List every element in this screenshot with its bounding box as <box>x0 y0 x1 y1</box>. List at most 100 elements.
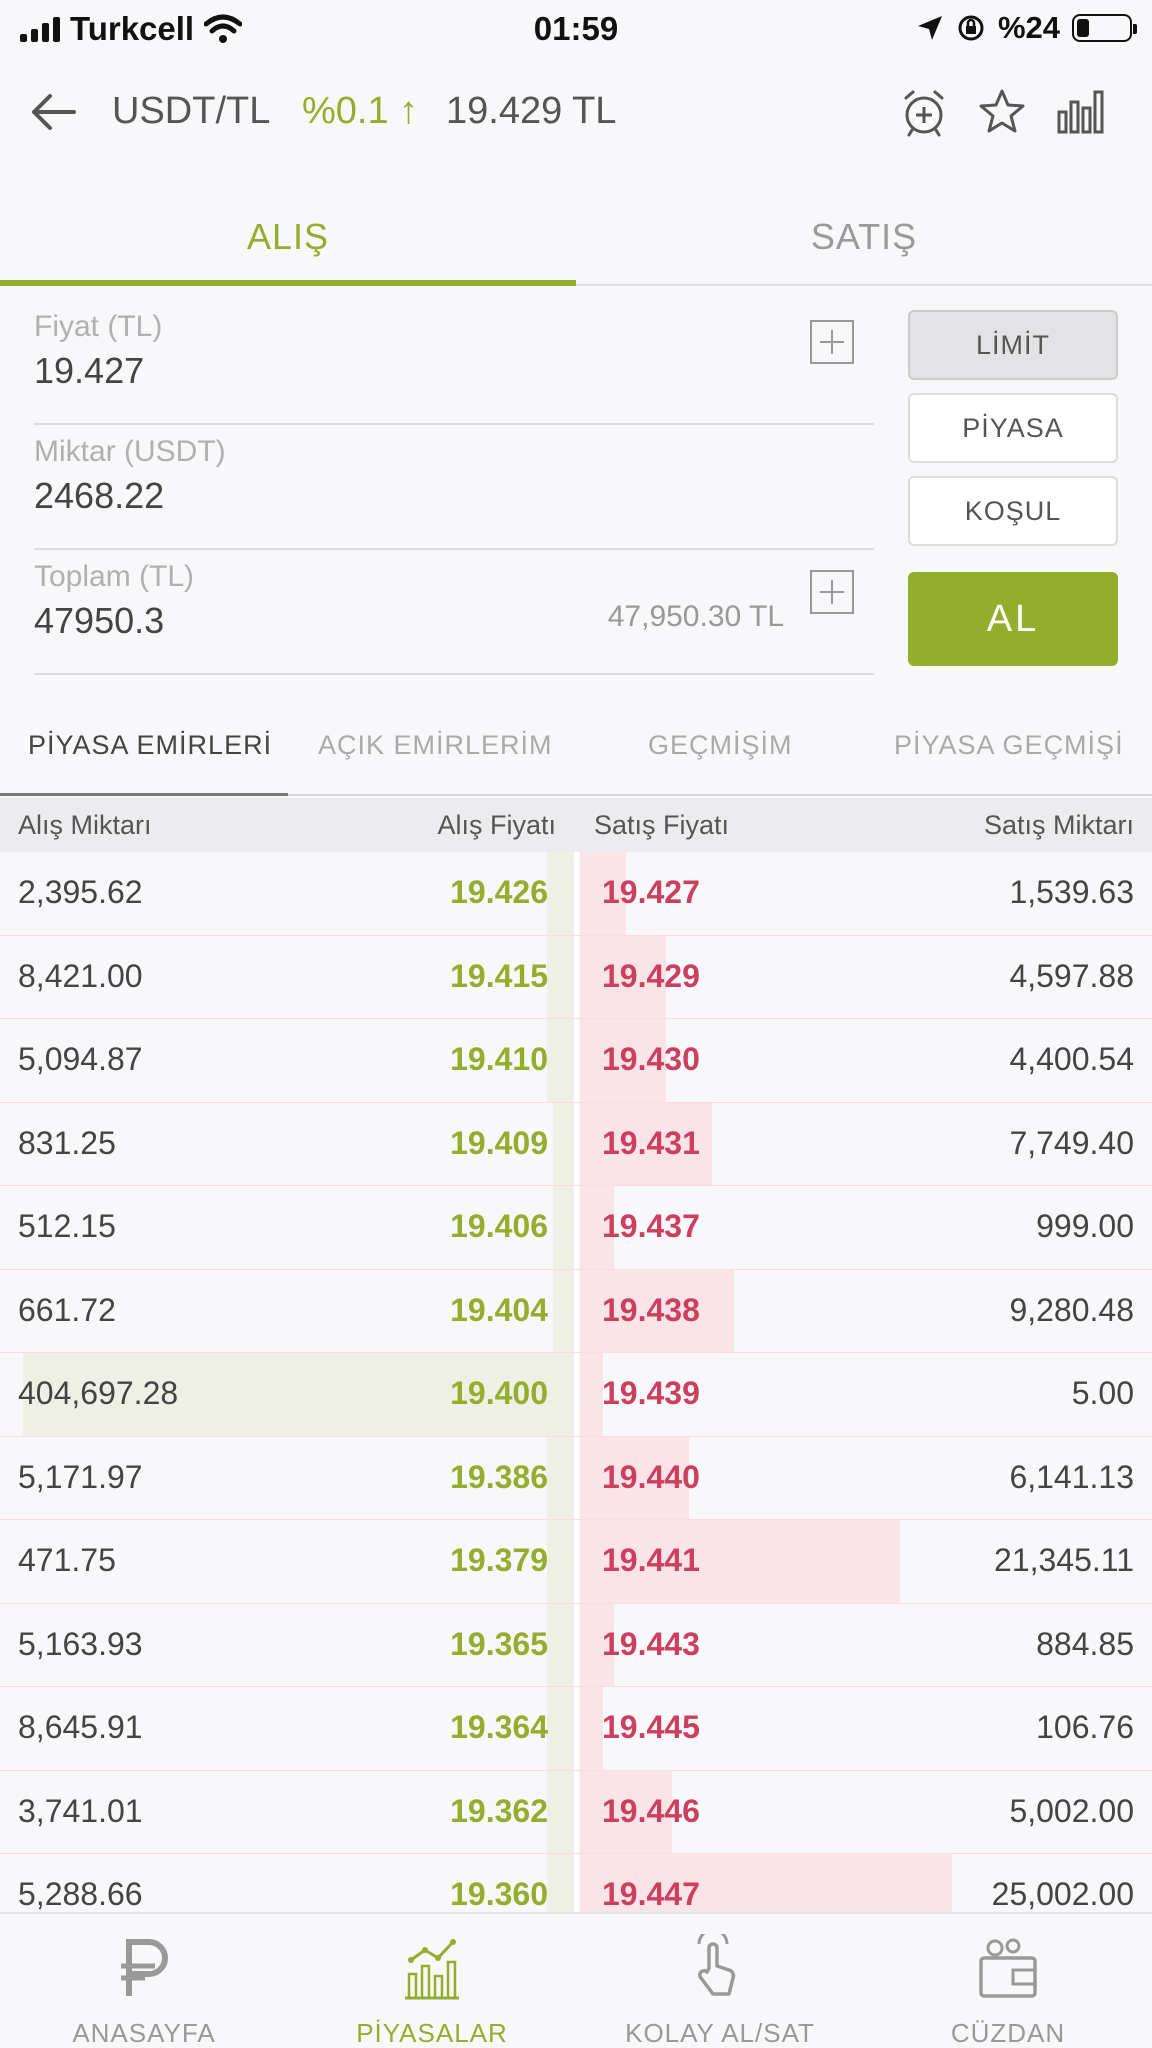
sell-price: 19.439 <box>602 1375 700 1411</box>
buy-price: 19.426 <box>450 874 548 910</box>
order-book-row[interactable]: 8,421.00 19.415 19.429 4,597.88 <box>0 935 1152 1019</box>
wifi-icon <box>204 14 243 43</box>
buy-qty: 3,741.01 <box>18 1792 143 1829</box>
buy-depth-bar <box>547 1019 576 1102</box>
row-divider <box>574 1186 579 1269</box>
tab-market-history[interactable]: PİYASA GEÇMİŞİ <box>894 730 1124 760</box>
order-book-row[interactable]: 471.75 19.379 19.441 21,345.11 <box>0 1520 1152 1604</box>
buy-price: 19.406 <box>450 1208 548 1244</box>
buy-price: 19.360 <box>450 1876 548 1912</box>
buy-price: 19.365 <box>450 1625 548 1662</box>
sell-qty: 9,280.48 <box>1009 1291 1134 1328</box>
nav-easy-trade[interactable]: KOLAY AL/SAT <box>576 1914 864 2048</box>
order-book-row[interactable]: 512.15 19.406 19.437 999.00 <box>0 1186 1152 1270</box>
sell-qty: 5.00 <box>1071 1375 1134 1411</box>
sell-depth-bar <box>580 1603 614 1686</box>
order-type-condition-button[interactable]: KOŞUL <box>908 476 1118 546</box>
nav-wallet[interactable]: CÜZDAN <box>864 1914 1152 2048</box>
buy-qty: 5,163.93 <box>18 1625 143 1662</box>
buy-qty: 471.75 <box>18 1542 116 1578</box>
amount-label: Miktar (USDT) <box>34 435 226 468</box>
order-book: 2,395.62 19.426 19.427 1,539.63 8,421.00 19.4… <box>0 852 1152 1912</box>
tab-sell[interactable]: SATIŞ <box>810 216 918 257</box>
buy-qty: 8,645.91 <box>18 1709 143 1745</box>
tab-buy[interactable]: ALIŞ <box>0 196 576 286</box>
sell-qty: 5,002.00 <box>1009 1792 1134 1829</box>
sell-price: 19.430 <box>602 1041 700 1077</box>
order-type-limit-button[interactable]: LİMİT <box>908 310 1118 380</box>
buy-depth-bar <box>547 1520 576 1603</box>
alarm-add-icon[interactable] <box>898 86 950 138</box>
sell-depth-bar <box>580 1102 712 1185</box>
order-book-row[interactable]: 2,395.62 19.426 19.427 1,539.63 <box>0 852 1152 936</box>
sell-price: 19.427 <box>602 874 700 910</box>
tab-my-history[interactable]: GEÇMİŞİM <box>648 730 793 760</box>
status-bar: Turkcell 01:59 %24 <box>0 0 1152 60</box>
buy-qty: 5,288.66 <box>18 1876 143 1912</box>
sell-depth-bar <box>580 852 626 935</box>
col-buy-price: Alış Fiyatı <box>437 810 556 840</box>
nav-wallet-label: CÜZDAN <box>950 2018 1066 2048</box>
favorite-star-icon[interactable] <box>976 86 1028 138</box>
amount-field[interactable]: Miktar (USDT) 2468.22 <box>34 425 874 550</box>
price-plus-icon[interactable] <box>810 320 854 364</box>
order-book-row[interactable]: 404,697.28 19.400 19.439 5.00 <box>0 1353 1152 1437</box>
price-input[interactable]: 19.427 <box>34 350 145 391</box>
buy-price: 19.415 <box>450 957 548 994</box>
sell-depth-bar <box>580 935 666 1018</box>
sell-depth-bar <box>580 1854 952 1912</box>
sell-qty: 4,597.88 <box>1009 957 1134 994</box>
status-time: 01:59 <box>533 10 619 47</box>
buy-price: 19.362 <box>450 1792 548 1829</box>
buy-price: 19.379 <box>450 1542 548 1578</box>
order-book-row[interactable]: 5,171.97 19.386 19.440 6,141.13 <box>0 1436 1152 1520</box>
order-book-row[interactable]: 661.72 19.404 19.438 9,280.48 <box>0 1269 1152 1353</box>
sell-depth-bar <box>580 1269 734 1352</box>
order-book-row[interactable]: 3,741.01 19.362 19.446 5,002.00 <box>0 1770 1152 1854</box>
order-book-row[interactable]: 5,288.66 19.360 19.447 25,002.00 <box>0 1854 1152 1912</box>
amount-input[interactable]: 2468.22 <box>34 475 165 516</box>
order-book-row[interactable]: 5,094.87 19.410 19.430 4,400.54 <box>0 1019 1152 1103</box>
nav-home[interactable]: ANASAYFA <box>0 1914 288 2048</box>
status-right: %24 <box>916 10 1137 46</box>
total-input[interactable]: 47950.3 <box>34 600 165 641</box>
sell-price: 19.441 <box>602 1542 700 1578</box>
buy-qty: 831.25 <box>18 1124 116 1161</box>
order-book-row[interactable]: 8,645.91 19.364 19.445 106.76 <box>0 1687 1152 1771</box>
signal-icon <box>20 16 60 42</box>
buy-depth-bar <box>23 1353 576 1436</box>
nav-markets[interactable]: PİYASALAR <box>288 1914 576 2048</box>
order-book-row[interactable]: 831.25 19.409 19.431 7,749.40 <box>0 1102 1152 1186</box>
price-change: %0.1 ↑ <box>302 90 419 132</box>
last-price: 19.429 TL <box>446 90 617 132</box>
buy-submit-button[interactable]: AL <box>908 572 1118 666</box>
row-divider <box>574 852 579 935</box>
chart-bars-icon[interactable] <box>1054 86 1106 138</box>
total-field[interactable]: Toplam (TL) 47950.3 47,950.30 TL <box>34 550 874 675</box>
nav-markets-label: PİYASALAR <box>356 2018 508 2048</box>
order-type-market-button[interactable]: PİYASA <box>908 393 1118 463</box>
buy-qty: 2,395.62 <box>18 874 143 910</box>
buy-qty: 8,421.00 <box>18 957 143 994</box>
sell-qty: 106.76 <box>1036 1709 1134 1745</box>
sell-price: 19.447 <box>602 1876 700 1912</box>
total-plus-icon[interactable] <box>810 570 854 614</box>
col-sell-qty: Satış Miktarı <box>983 810 1134 840</box>
active-tab-underline <box>0 793 288 796</box>
tab-market-orders[interactable]: PİYASA EMİRLERİ <box>28 730 273 760</box>
buy-sell-tabs: ALIŞ SATIŞ <box>0 196 1152 286</box>
buy-price: 19.410 <box>450 1041 548 1077</box>
order-sub-tabs: PİYASA EMİRLERİ AÇIK EMİRLERİM GEÇMİŞİM … <box>0 700 1152 796</box>
back-arrow-icon[interactable] <box>28 90 78 134</box>
row-divider <box>574 1019 579 1102</box>
row-divider <box>574 1353 579 1436</box>
total-formatted: 47,950.30 TL <box>607 600 784 633</box>
total-label: Toplam (TL) <box>34 560 195 593</box>
price-field[interactable]: Fiyat (TL) 19.427 <box>34 300 874 425</box>
sell-price: 19.443 <box>602 1625 700 1662</box>
sell-depth-bar <box>580 1353 603 1436</box>
sell-depth-bar <box>580 1770 672 1853</box>
tab-open-orders[interactable]: AÇIK EMİRLERİM <box>318 730 553 760</box>
sell-qty: 21,345.11 <box>994 1542 1134 1578</box>
order-book-row[interactable]: 5,163.93 19.365 19.443 884.85 <box>0 1603 1152 1687</box>
